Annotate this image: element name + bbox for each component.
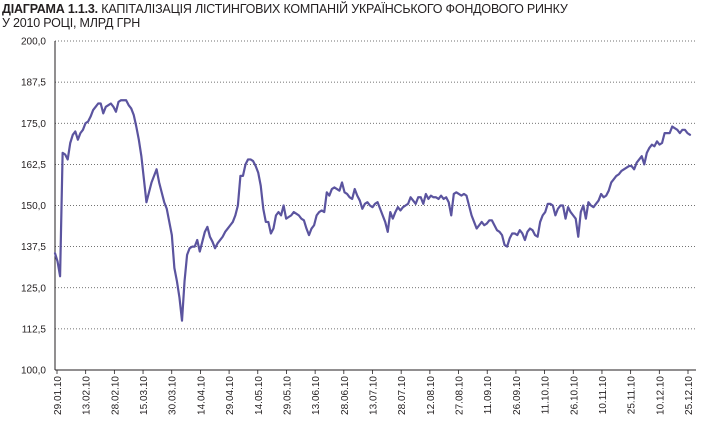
x-tick-label: 13.07.10 bbox=[369, 376, 380, 415]
x-tick-label: 13.06.10 bbox=[311, 376, 322, 415]
x-tick-label: 11.10.10 bbox=[541, 376, 552, 415]
axes bbox=[54, 41, 696, 374]
x-axis-tick-labels: 29.01.10 13.02.10 28.02.10 15.03.10 30.03.10… bbox=[53, 376, 695, 415]
y-tick-label: 100,0 bbox=[21, 366, 46, 377]
x-tick-label: 30.03.10 bbox=[168, 376, 179, 415]
x-tick-label: 15.03.10 bbox=[139, 376, 150, 415]
series-group bbox=[53, 99, 692, 322]
y-tick-label: 112,5 bbox=[22, 324, 47, 335]
y-tick-label: 137,5 bbox=[21, 242, 46, 253]
x-tick-label: 10.11.10 bbox=[598, 376, 609, 415]
x-tick-label: 25.12.10 bbox=[684, 376, 695, 415]
x-tick-label: 29.05.10 bbox=[282, 376, 293, 415]
x-tick-label: 28.07.10 bbox=[397, 376, 408, 415]
chart-number: ДІАГРАМА 1.1.3. bbox=[2, 2, 98, 16]
x-tick-label: 13.02.10 bbox=[82, 376, 93, 415]
x-tick-label: 26.09.10 bbox=[512, 376, 523, 415]
x-tick-label: 14.05.10 bbox=[254, 376, 265, 415]
x-tick-label: 26.10.10 bbox=[569, 376, 580, 415]
x-tick-label: 14.04.10 bbox=[196, 376, 207, 415]
chart-title: ДІАГРАМА 1.1.3. КАПІТАЛІЗАЦІЯ ЛІСТИНГОВИ… bbox=[2, 2, 702, 30]
x-tick-label: 27.08.10 bbox=[455, 376, 466, 415]
chart-title-line2: У 2010 РОЦІ, МЛРД ГРН bbox=[2, 16, 141, 30]
x-tick-label: 10.12.10 bbox=[655, 376, 666, 415]
y-tick-label: 125,0 bbox=[21, 283, 46, 294]
grid-lines bbox=[55, 40, 696, 330]
x-tick-label: 12.08.10 bbox=[426, 376, 437, 415]
x-tick-label: 29.04.10 bbox=[225, 376, 236, 415]
series-line bbox=[53, 99, 692, 322]
y-tick-label: 162,5 bbox=[21, 160, 46, 171]
x-tick-label: 25.11.10 bbox=[627, 376, 638, 415]
y-tick-label: 200,0 bbox=[21, 37, 46, 48]
x-tick-label: 28.02.10 bbox=[110, 376, 121, 415]
y-tick-label: 175,0 bbox=[21, 119, 46, 130]
y-tick-label: 187,5 bbox=[21, 78, 46, 89]
x-tick-label: 11.09.10 bbox=[483, 376, 494, 415]
chart-title-line1: КАПІТАЛІЗАЦІЯ ЛІСТИНГОВИХ КОМПАНІЙ УКРАЇ… bbox=[101, 2, 568, 16]
y-tick-label: 150,0 bbox=[21, 201, 46, 212]
y-axis-tick-labels: 100,0 112,5 125,0 137,5 150,0 162,5 175,0 187,5… bbox=[21, 37, 46, 377]
x-tick-label: 28.06.10 bbox=[340, 376, 351, 415]
x-tick-label: 29.01.10 bbox=[53, 376, 64, 415]
